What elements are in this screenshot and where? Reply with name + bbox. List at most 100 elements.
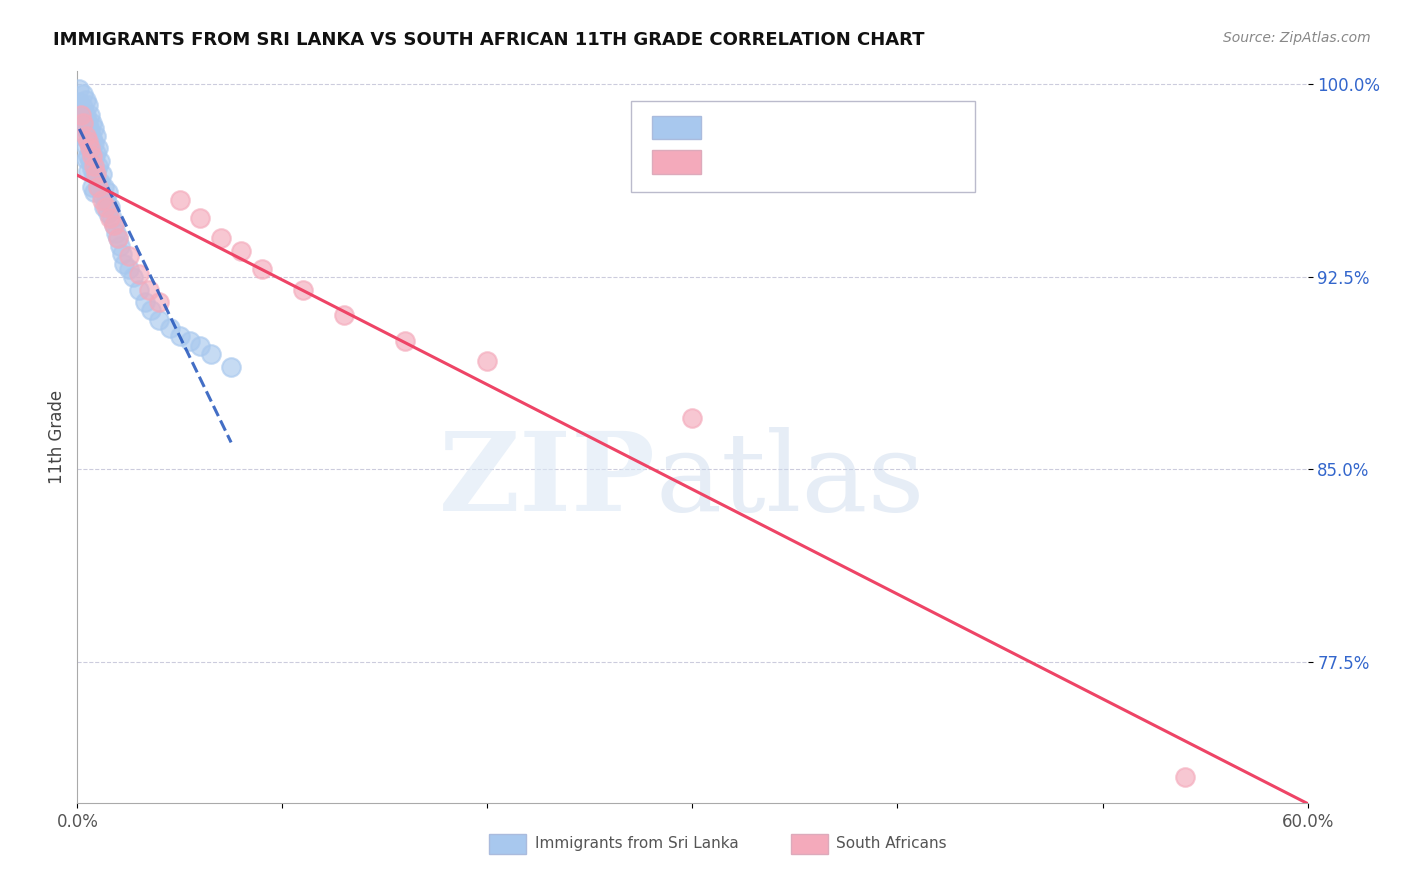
Point (117, 249, 139, 263)
Text: Immigrants from Sri Lanka: Immigrants from Sri Lanka (536, 836, 738, 851)
Point (107, 231, 129, 245)
Point (209, 231, 232, 245)
Point (110, 239, 132, 253)
Text: ZIP: ZIP (439, 427, 655, 534)
Point (101, 211, 124, 225)
Point (83, 120, 105, 135)
Point (219, 359, 242, 374)
Point (98, 211, 121, 225)
Point (141, 303, 163, 318)
Point (90, 193, 114, 207)
Text: 68: 68 (901, 119, 925, 136)
Point (682, 410, 704, 425)
Point (333, 308, 356, 322)
Point (87, 141, 110, 155)
Point (148, 313, 170, 327)
Bar (652, 116, 702, 139)
Point (394, 334, 416, 348)
Point (134, 295, 156, 310)
Point (80, 146, 103, 161)
Point (98, 200, 121, 214)
Point (84, 164, 107, 178)
Point (188, 339, 212, 353)
Point (83, 185, 105, 199)
Point (84, 128, 107, 143)
Point (75, 93, 97, 107)
Point (72, 116, 94, 130)
Text: 0.164: 0.164 (770, 119, 823, 136)
Point (76, 164, 98, 178)
Point (83, 159, 105, 173)
Text: R =: R = (717, 153, 754, 172)
Point (179, 334, 201, 348)
Point (159, 321, 181, 335)
Point (138, 283, 160, 297)
Text: IMMIGRANTS FROM SRI LANKA VS SOUTH AFRICAN 11TH GRADE CORRELATION CHART: IMMIGRANTS FROM SRI LANKA VS SOUTH AFRIC… (53, 31, 925, 49)
FancyBboxPatch shape (631, 101, 976, 192)
Point (79, 141, 101, 155)
Point (83, 152, 105, 166)
Point (87, 179, 110, 194)
Text: atlas: atlas (655, 427, 925, 534)
Point (72, 87, 94, 102)
Point (114, 257, 136, 271)
Point (93, 179, 115, 194)
Point (83, 167, 105, 181)
Point (79, 123, 101, 137)
Y-axis label: 11th Grade: 11th Grade (48, 390, 66, 484)
Point (200, 346, 222, 360)
Point (169, 328, 191, 343)
Text: Source: ZipAtlas.com: Source: ZipAtlas.com (1223, 31, 1371, 45)
Point (87, 159, 110, 173)
Point (231, 244, 253, 258)
Text: N =: N = (852, 119, 889, 136)
Point (111, 246, 134, 260)
Point (79, 138, 101, 153)
Point (70, 118, 93, 132)
Point (121, 269, 143, 284)
Point (84, 146, 107, 161)
Point (188, 211, 212, 225)
Point (103, 219, 125, 233)
Point (76, 134, 98, 148)
Point (72, 113, 94, 128)
Point (128, 283, 150, 297)
Bar (792, 833, 828, 854)
Point (76, 116, 98, 130)
Point (148, 295, 170, 310)
Point (94, 193, 117, 207)
Point (103, 219, 125, 233)
Point (80, 149, 103, 163)
Point (90, 187, 114, 202)
Point (76, 134, 98, 148)
Text: N =: N = (852, 153, 889, 172)
Point (80, 179, 103, 194)
Point (75, 108, 97, 122)
Point (79, 108, 101, 122)
Point (75, 128, 97, 143)
Point (94, 200, 117, 214)
Point (97, 205, 120, 219)
Text: R =: R = (717, 119, 754, 136)
Point (67, 95, 90, 110)
Point (80, 131, 103, 145)
Point (117, 262, 139, 277)
Point (169, 193, 191, 207)
Point (291, 283, 314, 297)
Point (1174, 770, 1197, 784)
Point (93, 200, 115, 214)
Point (72, 100, 94, 114)
Point (76, 149, 98, 163)
Point (75, 123, 97, 137)
Text: -0.458: -0.458 (770, 153, 830, 172)
Point (76, 97, 98, 112)
Point (67, 82, 90, 96)
Bar (652, 151, 702, 174)
Point (89, 154, 111, 169)
Point (107, 231, 129, 245)
Point (87, 179, 110, 194)
Point (75, 152, 97, 166)
Point (72, 128, 94, 143)
Point (89, 175, 111, 189)
Point (128, 267, 150, 281)
